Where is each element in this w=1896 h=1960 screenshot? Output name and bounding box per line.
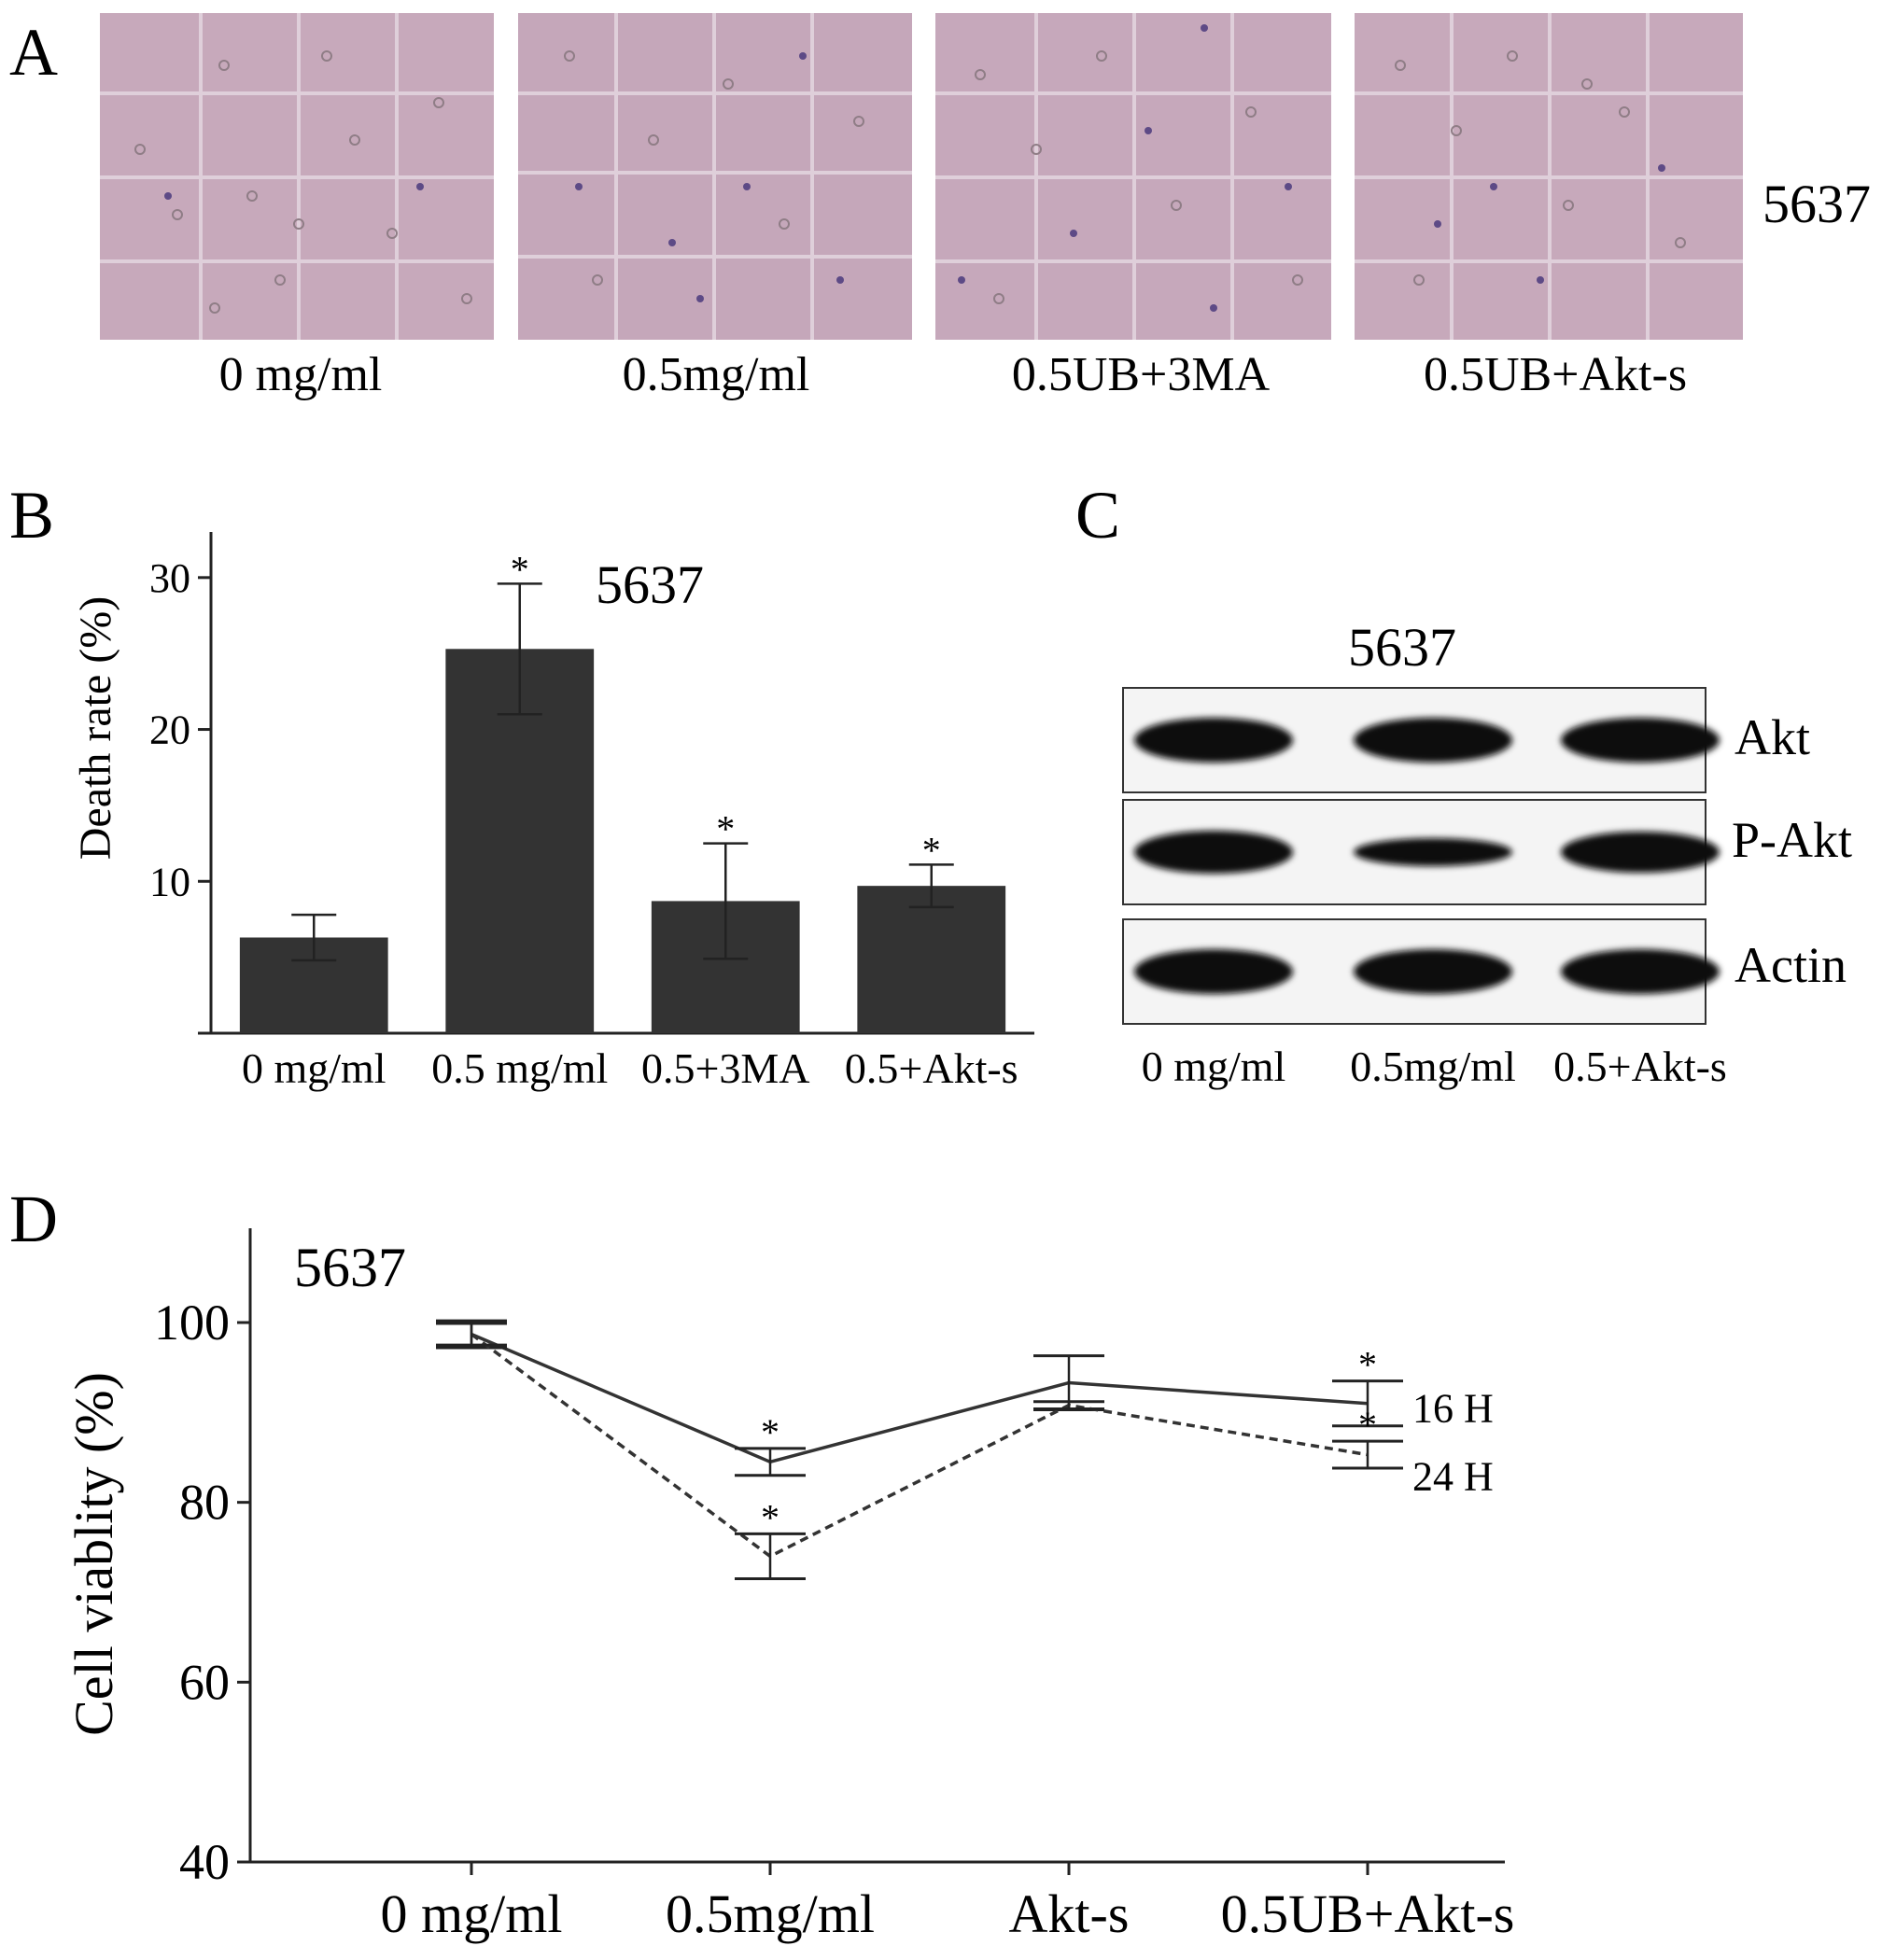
panel-c-letter: C xyxy=(1075,478,1120,553)
protein-band xyxy=(1134,831,1293,874)
protein-band xyxy=(1561,718,1720,763)
panel-b: B 10 20 30 * * * 0 mg/ml 0.5 mg/ml 0.5+3MA 0.5+… xyxy=(9,478,1034,1092)
panel-c: C 5637 Akt P-Akt Actin 0 mg/ml 0.5mg/ml … xyxy=(1075,478,1852,1090)
significance-marker: * xyxy=(761,1411,779,1453)
panel-b-x-tick-label: 0.5+3MA xyxy=(641,1044,810,1092)
bar xyxy=(857,886,1006,1033)
panel-b-y-ticks: 10 20 30 xyxy=(149,555,211,1035)
significance-marker: * xyxy=(1358,1404,1377,1446)
panel-b-y-axis-label: Death rate (%) xyxy=(71,596,120,861)
series-line-1 xyxy=(470,1333,1369,1559)
micrograph-0.5ub-akt-s xyxy=(1355,13,1743,340)
panel-b-annotation: 5637 xyxy=(596,554,704,615)
significance-marker: * xyxy=(716,808,735,850)
panel-d-x-tick-label: 0.5mg/ml xyxy=(666,1883,875,1944)
protein-band xyxy=(1134,949,1293,994)
panel-d-x-tick-label: 0 mg/ml xyxy=(381,1883,563,1944)
panel-d-y-ticks: 40 60 80 100 xyxy=(154,1295,250,1890)
significance-marker: * xyxy=(922,829,941,871)
panel-d-x-tick-label: 0.5UB+Akt-s xyxy=(1221,1883,1515,1944)
panel-c-band-label-2: Actin xyxy=(1734,937,1847,993)
series-label: 24 H xyxy=(1412,1454,1494,1500)
panel-b-x-tick-labels: 0 mg/ml 0.5 mg/ml 0.5+3MA 0.5+Akt-s xyxy=(242,1044,1018,1092)
panel-b-y-tick-label: 20 xyxy=(149,707,190,753)
panel-c-band-label-1: P-Akt xyxy=(1732,812,1852,868)
significance-marker: * xyxy=(761,1496,779,1538)
panel-b-x-tick-label: 0.5 mg/ml xyxy=(431,1044,608,1092)
panel-a-image-label-1: 0.5mg/ml xyxy=(623,348,810,401)
panel-b-bars: * * * xyxy=(239,548,1006,1033)
panel-d: D 40 60 80 100 0 mg/ml 0.5mg/ml Akt-s 0.5UB+Ak… xyxy=(9,1182,1514,1944)
protein-band xyxy=(1134,718,1293,763)
significance-marker: * xyxy=(511,548,529,590)
panel-d-y-tick-label: 100 xyxy=(154,1295,230,1351)
panel-d-x-ticks: 0 mg/ml 0.5mg/ml Akt-s 0.5UB+Akt-s xyxy=(381,1862,1515,1944)
protein-band xyxy=(1354,949,1512,994)
protein-band xyxy=(1354,838,1512,866)
panel-a-cell-line: 5637 xyxy=(1763,174,1871,234)
protein-band xyxy=(1561,949,1720,994)
panel-d-letter: D xyxy=(9,1182,58,1256)
series-line-0 xyxy=(470,1332,1369,1464)
panel-a-image-label-2: 0.5UB+3MA xyxy=(1012,348,1271,401)
panel-b-y-tick-label: 30 xyxy=(149,555,190,601)
panel-b-x-tick-label: 0 mg/ml xyxy=(242,1044,386,1092)
panel-a: A xyxy=(9,13,1871,401)
panel-b-y-tick-label: 10 xyxy=(149,859,190,904)
protein-band xyxy=(1354,718,1512,763)
protein-band xyxy=(1561,832,1720,873)
panel-d-y-tick-label: 80 xyxy=(179,1475,230,1531)
panel-d-y-axis-label: Cell viablity (%) xyxy=(63,1372,124,1736)
panel-c-band-label-0: Akt xyxy=(1734,709,1810,765)
panel-c-title: 5637 xyxy=(1348,617,1456,678)
series-label: 16 H xyxy=(1412,1386,1494,1432)
panel-d-y-tick-label: 60 xyxy=(179,1654,230,1710)
significance-marker: * xyxy=(1358,1344,1377,1386)
panel-c-lane-label-1: 0.5mg/ml xyxy=(1350,1043,1516,1090)
western-blot xyxy=(1122,687,1720,1025)
panel-d-x-tick-label: Akt-s xyxy=(1009,1883,1130,1944)
micrograph-0.5mg xyxy=(518,13,912,340)
panel-a-image-label-3: 0.5UB+Akt-s xyxy=(1424,348,1687,401)
panel-d-y-tick-label: 40 xyxy=(179,1834,230,1890)
panel-a-letter: A xyxy=(9,15,58,90)
panel-c-lane-label-0: 0 mg/ml xyxy=(1142,1043,1286,1090)
micrograph-0.5ub-3ma xyxy=(935,13,1331,340)
panel-d-annotation: 5637 xyxy=(294,1237,406,1298)
panel-d-series: * * 16 H * * 24 H xyxy=(436,1319,1494,1581)
panel-c-lane-label-2: 0.5+Akt-s xyxy=(1553,1043,1727,1090)
micrograph-0mg xyxy=(100,13,494,340)
panel-a-image-label-0: 0 mg/ml xyxy=(219,348,383,401)
panel-b-x-tick-label: 0.5+Akt-s xyxy=(845,1044,1018,1092)
panel-b-letter: B xyxy=(9,478,54,553)
